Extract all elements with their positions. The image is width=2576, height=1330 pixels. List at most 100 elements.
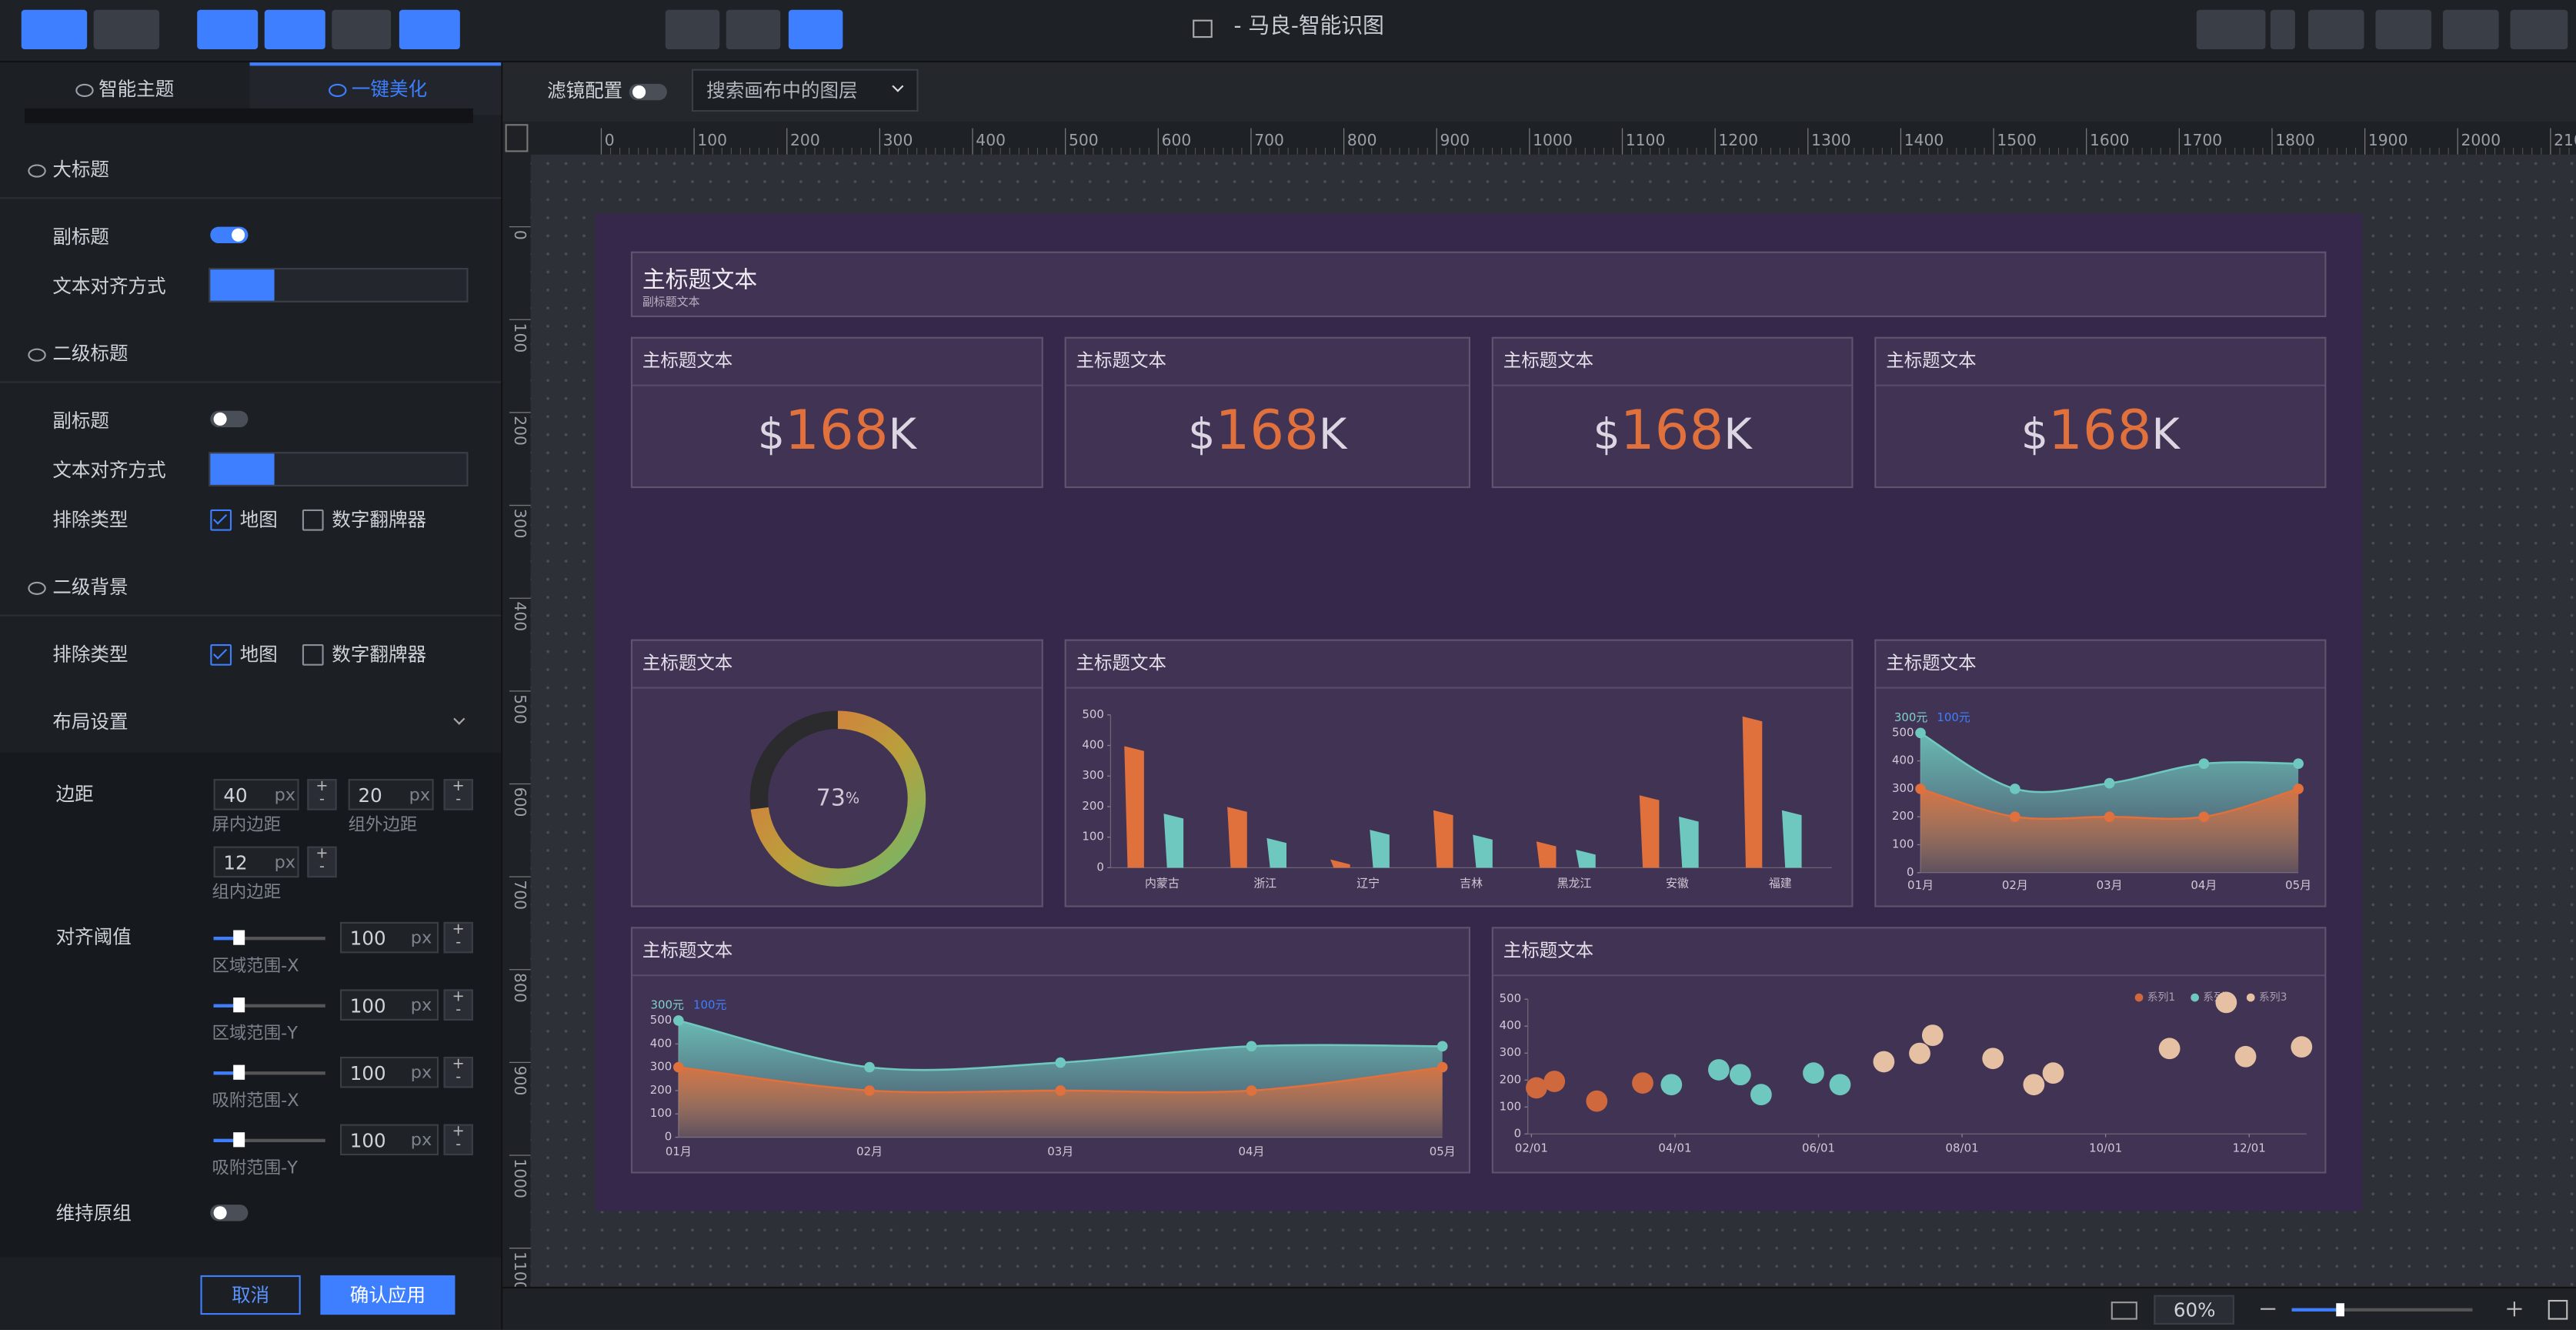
stepper[interactable]: + -: [443, 1124, 473, 1156]
legend-swatch: [2191, 993, 2199, 1002]
input[interactable]: 100 px: [339, 1124, 439, 1156]
zoom-handle[interactable]: [2336, 1303, 2344, 1317]
bar: [1227, 807, 1247, 868]
eye-icon: [75, 83, 94, 97]
edit-button[interactable]: [21, 9, 88, 50]
bar: [1330, 859, 1350, 868]
button-label: 确认应用: [349, 1283, 426, 1307]
kpi-widget[interactable]: 主标题文本 $168K: [1874, 336, 2327, 489]
apply-button[interactable]: 确认应用: [320, 1275, 455, 1315]
keyboard-icon[interactable]: [2111, 1302, 2137, 1320]
tab[interactable]: 智能主题: [98, 77, 175, 101]
bar-widget[interactable]: 主标题文本 0 100 200 300 400 500 内蒙古 浙江 辽宁 吉林 黑龙江 安徽 福建: [1064, 639, 1854, 907]
stepper[interactable]: + -: [443, 779, 473, 810]
separator: [0, 381, 502, 383]
area-widget[interactable]: 主标题文本 0 100 200 300 400 500 01月 02月 03月 04月 05月 300元…: [630, 927, 1471, 1174]
widget-title: 主标题文本: [1076, 652, 1166, 674]
y-tick-label: 400: [1082, 738, 1104, 752]
stepper[interactable]: + -: [307, 779, 337, 810]
share-button[interactable]: [2443, 9, 2499, 50]
checkbox[interactable]: [210, 643, 232, 666]
layer-search[interactable]: 搜索画布中的图层: [691, 69, 919, 112]
input[interactable]: 40 px: [213, 779, 299, 810]
header-widget[interactable]: 主标题文本 副标题文本: [630, 251, 2327, 318]
beautify-button[interactable]: [788, 9, 843, 50]
point: [1803, 1062, 1824, 1084]
component-button[interactable]: [264, 9, 325, 50]
section-heading[interactable]: 布局设置: [52, 710, 128, 734]
sync-button[interactable]: [726, 9, 781, 50]
kpi-number: 168: [785, 397, 889, 462]
align-group[interactable]: [209, 268, 469, 302]
checkbox[interactable]: [302, 643, 324, 666]
checkbox[interactable]: [210, 509, 232, 531]
slider-handle: [233, 930, 245, 945]
help-button[interactable]: [2307, 9, 2364, 50]
legend-label: 300元: [651, 998, 685, 1012]
zoom-out[interactable]: [2261, 1308, 2276, 1310]
y-tick-label: 200: [1892, 809, 1914, 823]
toggle[interactable]: [210, 1205, 249, 1221]
filter-label: 滤镜配置: [547, 79, 623, 102]
bar: [1679, 817, 1699, 868]
kpi-value: $168K: [1876, 400, 2324, 470]
toolbox-button[interactable]: [399, 9, 460, 50]
label: 副标题: [52, 225, 109, 249]
scatter-widget[interactable]: 主标题文本 0 100 200 300 400 500 02/01 04/01 06/01 08/0…: [1491, 927, 2327, 1174]
align-group[interactable]: [209, 452, 469, 487]
kpi-widget[interactable]: 主标题文本 $168K: [1064, 336, 1471, 489]
fit-button[interactable]: [2548, 1299, 2568, 1320]
toggle[interactable]: [629, 83, 667, 101]
snapshot-button[interactable]: [2196, 9, 2266, 50]
stepper[interactable]: + -: [443, 1056, 473, 1088]
slider-fill: [213, 1138, 234, 1142]
slider[interactable]: [213, 930, 325, 945]
input[interactable]: 100 px: [339, 921, 439, 954]
ruler-label: 1500: [1997, 131, 2037, 149]
point: [2293, 758, 2304, 770]
slider-handle: [233, 998, 245, 1013]
toggle[interactable]: [210, 410, 249, 428]
tab[interactable]: 一键美化: [351, 77, 428, 101]
input[interactable]: 100 px: [339, 1056, 439, 1088]
align-active[interactable]: [210, 453, 275, 485]
checkbox[interactable]: [302, 509, 324, 531]
filter-button[interactable]: [665, 9, 720, 50]
preview-button[interactable]: [93, 9, 160, 50]
ruler-label: 700: [1254, 131, 1284, 149]
panel-button[interactable]: [332, 9, 392, 50]
input[interactable]: 12 px: [213, 846, 299, 878]
chart: 0 100 200 300 400 500 01月 02月 03月 04月 05月 300元 100元: [650, 998, 1456, 1158]
ruler-label: 2000: [2461, 131, 2501, 149]
publish-button[interactable]: [2375, 9, 2432, 50]
area-widget[interactable]: 主标题文本 0 100 200 300 400 500 01月 02月 03月 04月 05月 300元…: [1874, 639, 2327, 907]
zoom-in[interactable]: [2513, 1302, 2515, 1317]
zoom-select[interactable]: 60%: [2154, 1295, 2234, 1325]
layer-button[interactable]: [197, 9, 259, 50]
input-unit: px: [410, 1063, 432, 1084]
slider[interactable]: [213, 998, 325, 1013]
ruler-label: 400: [976, 131, 1006, 149]
toggle[interactable]: [210, 226, 249, 244]
input[interactable]: 100 px: [339, 989, 439, 1021]
slider[interactable]: [213, 1064, 325, 1080]
zoom-slider[interactable]: [2291, 1303, 2473, 1317]
x-tick-label: 01月: [666, 1145, 692, 1158]
more-button[interactable]: [2270, 9, 2295, 50]
kpi-widget[interactable]: 主标题文本 $168K: [630, 336, 1043, 489]
stepper[interactable]: + -: [307, 846, 337, 878]
align-active[interactable]: [210, 269, 275, 301]
cancel-button[interactable]: 取消: [200, 1275, 301, 1315]
chart: 73%: [749, 710, 926, 887]
input[interactable]: 20 px: [348, 779, 434, 810]
slider[interactable]: [213, 1132, 325, 1148]
ruler-label: 0: [511, 230, 529, 240]
menu-button[interactable]: [2510, 9, 2568, 50]
stepper[interactable]: + -: [443, 989, 473, 1021]
ruler-label: 500: [511, 694, 529, 724]
input-value: 20: [358, 784, 382, 807]
stepper[interactable]: + -: [443, 921, 473, 954]
kpi-widget[interactable]: 主标题文本 $168K: [1491, 336, 1854, 489]
widget-title: 主标题文本: [1503, 940, 1594, 962]
donut-widget[interactable]: 主标题文本 73%: [630, 639, 1043, 907]
